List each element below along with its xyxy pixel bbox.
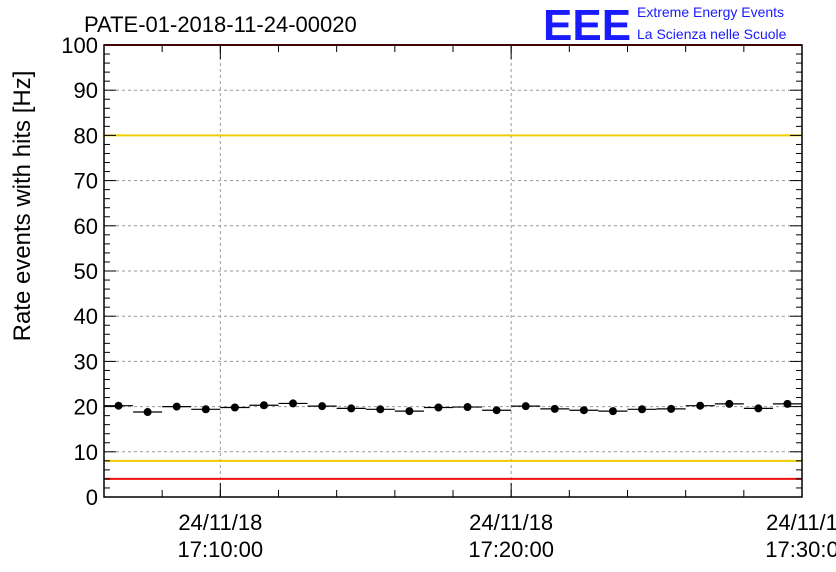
data-point	[754, 404, 763, 413]
data-point	[783, 399, 792, 408]
y-tick-label: 30	[74, 349, 98, 374]
data-point	[550, 404, 559, 413]
data-point	[230, 403, 239, 412]
data-point	[638, 405, 647, 414]
eee-logo: EEE Extreme Energy Events La Scienza nel…	[543, 1, 787, 50]
data-point	[318, 402, 327, 411]
x-tick-date-label: 24/11/18	[178, 510, 262, 535]
reference-lines	[104, 44, 802, 480]
data-point	[201, 405, 210, 414]
x-tick-time-label: 17:30:0	[765, 537, 836, 562]
data-point	[405, 407, 414, 416]
logo-line1: Extreme Energy Events	[637, 4, 784, 20]
data-point	[492, 406, 501, 415]
data-point	[608, 407, 617, 416]
y-tick-label: 70	[74, 169, 98, 194]
data-point	[434, 403, 443, 412]
logo-mark: EEE	[543, 1, 631, 50]
data-point	[376, 405, 385, 414]
x-tick-time-label: 17:10:00	[178, 537, 264, 562]
logo-line2: La Scienza nelle Scuole	[637, 26, 787, 42]
data-point	[259, 401, 268, 410]
y-tick-label: 10	[74, 440, 98, 465]
data-series	[104, 399, 802, 417]
data-point	[696, 401, 705, 410]
x-tick-date-label: 24/11/18	[469, 510, 553, 535]
data-point	[347, 404, 356, 413]
y-tick-label: 60	[74, 214, 98, 239]
data-point	[172, 402, 181, 411]
y-tick-label: 80	[74, 123, 98, 148]
data-point	[725, 399, 734, 408]
data-point	[289, 399, 298, 408]
axis-ticks: 010203040506070809010024/11/1817:10:0024…	[61, 33, 836, 562]
x-tick-date-label: 24/11/1	[766, 510, 836, 535]
data-point	[579, 406, 588, 415]
y-tick-label: 90	[74, 78, 98, 103]
data-point	[667, 404, 676, 413]
y-tick-label: 100	[61, 33, 98, 58]
data-point	[114, 401, 123, 410]
data-point	[143, 408, 152, 417]
y-tick-label: 20	[74, 395, 98, 420]
data-point	[463, 403, 472, 412]
chart-title: PATE-01-2018-11-24-00020	[84, 12, 357, 37]
grid-lines	[104, 45, 802, 497]
y-axis-label: Rate events with hits [Hz]	[9, 71, 36, 342]
y-tick-label: 0	[86, 485, 98, 510]
x-tick-time-label: 17:20:00	[468, 537, 554, 562]
y-tick-label: 50	[74, 259, 98, 284]
y-tick-label: 40	[74, 304, 98, 329]
data-point	[521, 402, 530, 411]
